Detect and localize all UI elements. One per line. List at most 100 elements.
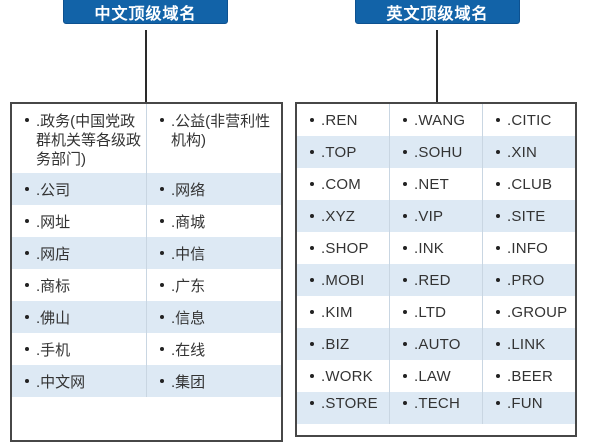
bullet-icon [310,118,314,122]
bullet-icon [496,310,500,314]
domain-label: .LINK [507,336,546,353]
domain-label: .GROUP [507,304,568,321]
domain-cell: .广东 [146,269,281,301]
domain-cell: .REN [297,104,389,136]
domain-cell: .WANG [389,104,482,136]
domain-label: .WORK [321,368,373,385]
table-row: .中文网 .集团 [12,365,281,397]
domain-cell: .RED [389,264,482,296]
domain-label: .SOHU [414,144,463,161]
domain-label: .INK [414,240,444,257]
table-row: .MOBI .RED .PRO [297,264,575,296]
bullet-icon [160,187,164,191]
bullet-icon [160,315,164,319]
table-row: .WORK .LAW .BEER [297,360,575,392]
chinese-tld-table: .政务(中国党政群机关等各级政务部门) .公益(非营利性机构) .公司 .网络 .网址.… [10,102,283,442]
domain-label: .NET [414,176,449,193]
domain-cell: .MOBI [297,264,389,296]
domain-label: .网址 [36,214,71,231]
bullet-icon [496,182,500,186]
table-row: .手机 .在线 [12,333,281,365]
english-tld-table: .REN .WANG .CITIC .TOP .SOHU .XIN .COM .NET .CLU… [295,102,577,437]
domain-cell: .SITE [482,200,575,232]
domain-label: .XIN [507,144,537,161]
domain-label: .商城 [171,214,206,231]
domain-cell: .STORE [297,392,389,424]
domain-label: .TECH [414,395,460,412]
bullet-icon [310,374,314,378]
bullet-icon [403,401,407,405]
bullet-icon [403,278,407,282]
chinese-connector-line [145,30,147,102]
bullet-icon [310,342,314,346]
domain-cell: .公益(非营利性机构) [146,104,281,173]
domain-label: .在线 [171,342,206,359]
table-row: .KIM .LTD .GROUP [297,296,575,328]
domain-cell: .LINK [482,328,575,360]
domain-cell: .在线 [146,333,281,365]
domain-cell: .XYZ [297,200,389,232]
domain-label: .公司 [36,182,71,199]
domain-label: .LAW [414,368,451,385]
domain-label: .RED [414,272,451,289]
domain-label: .FUN [507,395,543,412]
domain-cell: .商标 [12,269,146,301]
domain-cell: .网络 [146,173,281,205]
domain-label: .广东 [171,278,206,295]
bullet-icon [25,315,29,319]
bullet-icon [496,342,500,346]
domain-cell: .SHOP [297,232,389,264]
domain-cell: .CLUB [482,168,575,200]
domain-cell: .网店 [12,237,146,269]
table-row: .XYZ .VIP .SITE [297,200,575,232]
domain-cell: .BEER [482,360,575,392]
bullet-icon [160,347,164,351]
table-row: .TOP .SOHU .XIN [297,136,575,168]
domain-label: .集团 [171,374,206,391]
table-row: .商标 .广东 [12,269,281,301]
domain-label: .COM [321,176,361,193]
domain-cell: .商城 [146,205,281,237]
domain-cell: .GROUP [482,296,575,328]
bullet-icon [310,310,314,314]
table-row: .REN .WANG .CITIC [297,104,575,136]
bullet-icon [310,401,314,405]
domain-label: .TOP [321,144,357,161]
domain-label: .VIP [414,208,444,225]
domain-label: .BIZ [321,336,350,353]
bullet-icon [25,283,29,287]
table-row: .COM .NET .CLUB [297,168,575,200]
bullet-icon [160,379,164,383]
domain-label: .LTD [414,304,447,321]
domain-cell: .中信 [146,237,281,269]
bullet-icon [160,219,164,223]
domain-label: .网络 [171,182,206,199]
domain-cell: .XIN [482,136,575,168]
bullet-icon [25,347,29,351]
domain-cell: .集团 [146,365,281,397]
domain-cell: .WORK [297,360,389,392]
domain-cell: .KIM [297,296,389,328]
bullet-icon [25,251,29,255]
bullet-icon [403,182,407,186]
domain-label: .CLUB [507,176,553,193]
domain-label: .MOBI [321,272,365,289]
domain-label: .网店 [36,246,71,263]
domain-cell: .CITIC [482,104,575,136]
domain-label: .SITE [507,208,546,225]
domain-label: .BEER [507,368,554,385]
domain-cell: .INFO [482,232,575,264]
domain-label: .中文网 [36,374,86,391]
domain-cell: .佛山 [12,301,146,333]
bullet-icon [403,118,407,122]
domain-label: .佛山 [36,310,71,327]
domain-label: .PRO [507,272,545,289]
domain-label: .商标 [36,278,71,295]
domain-cell: .COM [297,168,389,200]
table-row: .公司 .网络 [12,173,281,205]
domain-cell: .中文网 [12,365,146,397]
domain-cell: .网址 [12,205,146,237]
domain-cell: .信息 [146,301,281,333]
domain-cell: .VIP [389,200,482,232]
domain-label: .CITIC [507,112,552,129]
